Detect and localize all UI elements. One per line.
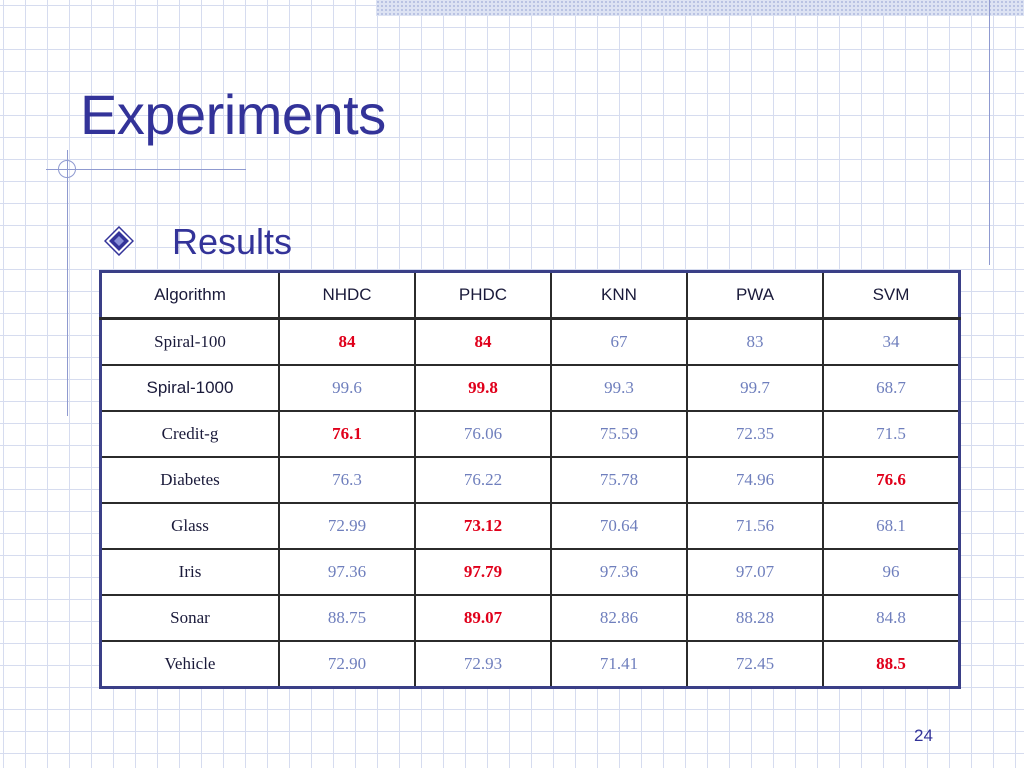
column-header: PWA (686, 270, 824, 320)
table-row: Credit-g 76.1 76.06 75.59 72.35 71.5 (99, 410, 961, 458)
table-cell: 67 (550, 317, 688, 366)
table-cell: 68.1 (822, 502, 961, 550)
column-header: SVM (822, 270, 961, 320)
table-cell: 88.75 (278, 594, 416, 642)
table-cell: 88.5 (822, 640, 961, 689)
decor-line-right (989, 0, 990, 265)
bullet-text: Results (172, 221, 293, 262)
table-cell: 72.93 (414, 640, 552, 689)
slide-title: Experiments (80, 83, 386, 146)
decor-circle (58, 160, 76, 178)
diamond-bullet-icon (104, 226, 134, 256)
row-label: Vehicle (99, 640, 280, 689)
table-cell: 97.79 (414, 548, 552, 596)
table-row: Iris 97.36 97.79 97.36 97.07 96 (99, 548, 961, 596)
table-row: Diabetes 76.3 76.22 75.78 74.96 76.6 (99, 456, 961, 504)
row-label: Sonar (99, 594, 280, 642)
row-label: Spiral-100 (99, 317, 280, 366)
top-decor-band (376, 0, 1024, 16)
table-header-row: Algorithm NHDC PHDC KNN PWA SVM (99, 270, 961, 320)
row-label: Credit-g (99, 410, 280, 458)
page-number: 24 (914, 726, 933, 745)
row-label: Spiral-1000 (99, 364, 280, 412)
table-cell: 83 (686, 317, 824, 366)
table-cell: 97.36 (278, 548, 416, 596)
table-cell: 88.28 (686, 594, 824, 642)
table-cell: 76.3 (278, 456, 416, 504)
table-cell: 96 (822, 548, 961, 596)
table-row: Glass 72.99 73.12 70.64 71.56 68.1 (99, 502, 961, 550)
table-row: Vehicle 72.90 72.93 71.41 72.45 88.5 (99, 640, 961, 689)
title-underline (46, 169, 246, 170)
row-label: Glass (99, 502, 280, 550)
table-cell: 97.07 (686, 548, 824, 596)
table-cell: 97.36 (550, 548, 688, 596)
table-cell: 76.6 (822, 456, 961, 504)
row-label: Diabetes (99, 456, 280, 504)
table-row: Spiral-100 84 84 67 83 34 (99, 317, 961, 366)
table-cell: 76.06 (414, 410, 552, 458)
table-cell: 99.7 (686, 364, 824, 412)
table-cell: 72.35 (686, 410, 824, 458)
table-cell: 72.90 (278, 640, 416, 689)
table-cell: 70.64 (550, 502, 688, 550)
table-cell: 72.99 (278, 502, 416, 550)
table-cell: 99.6 (278, 364, 416, 412)
table-cell: 68.7 (822, 364, 961, 412)
column-header: Algorithm (99, 270, 280, 320)
table-row: Spiral-1000 99.6 99.8 99.3 99.7 68.7 (99, 364, 961, 412)
table-cell: 73.12 (414, 502, 552, 550)
table-cell: 75.78 (550, 456, 688, 504)
table-cell: 74.96 (686, 456, 824, 504)
results-table: Algorithm NHDC PHDC KNN PWA SVM Spiral-1… (99, 270, 961, 689)
table-cell: 99.8 (414, 364, 552, 412)
table-cell: 71.5 (822, 410, 961, 458)
table-cell: 72.45 (686, 640, 824, 689)
table-cell: 75.59 (550, 410, 688, 458)
table-row: Sonar 88.75 89.07 82.86 88.28 84.8 (99, 594, 961, 642)
row-label: Iris (99, 548, 280, 596)
table-cell: 82.86 (550, 594, 688, 642)
table-cell: 84.8 (822, 594, 961, 642)
column-header: PHDC (414, 270, 552, 320)
table-cell: 84 (414, 317, 552, 366)
table-cell: 89.07 (414, 594, 552, 642)
table-cell: 71.41 (550, 640, 688, 689)
table-cell: 71.56 (686, 502, 824, 550)
table-cell: 76.1 (278, 410, 416, 458)
column-header: KNN (550, 270, 688, 320)
table-cell: 76.22 (414, 456, 552, 504)
table-cell: 84 (278, 317, 416, 366)
table-cell: 34 (822, 317, 961, 366)
column-header: NHDC (278, 270, 416, 320)
table-cell: 99.3 (550, 364, 688, 412)
decor-line-left (67, 150, 68, 416)
